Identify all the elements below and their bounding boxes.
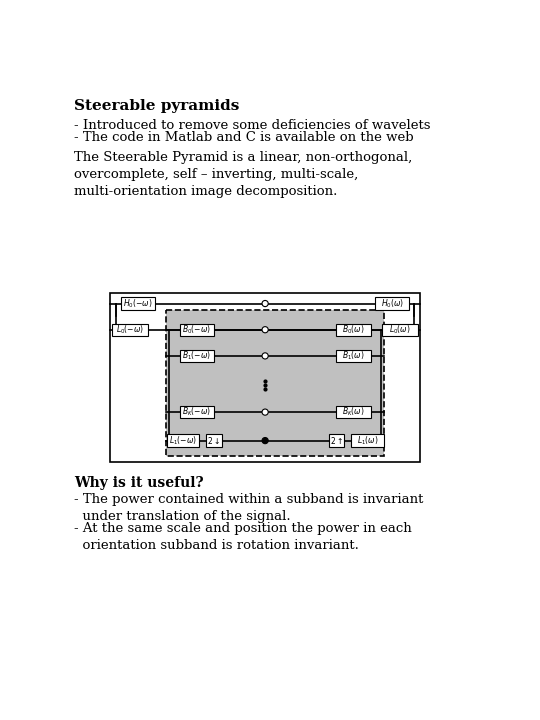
FancyBboxPatch shape: [382, 323, 418, 336]
FancyBboxPatch shape: [121, 297, 155, 310]
Circle shape: [262, 300, 268, 307]
FancyBboxPatch shape: [375, 297, 409, 310]
Text: $L_1(\omega)$: $L_1(\omega)$: [356, 434, 378, 447]
Text: $B_0(-\omega)$: $B_0(-\omega)$: [183, 323, 211, 336]
FancyBboxPatch shape: [180, 323, 214, 336]
Text: Steerable pyramids: Steerable pyramids: [73, 99, 239, 113]
FancyBboxPatch shape: [329, 434, 344, 446]
FancyBboxPatch shape: [166, 310, 384, 456]
Text: Why is it useful?: Why is it useful?: [73, 476, 204, 490]
Text: $B_K(\omega)$: $B_K(\omega)$: [342, 406, 365, 418]
FancyBboxPatch shape: [167, 434, 199, 446]
Text: - At the same scale and position the power in each
  orientation subband is rota: - At the same scale and position the pow…: [73, 522, 411, 552]
Circle shape: [262, 438, 268, 444]
FancyBboxPatch shape: [180, 350, 214, 362]
Text: - The power contained within a subband is invariant
  under translation of the s: - The power contained within a subband i…: [73, 493, 423, 523]
Text: - Introduced to remove some deficiencies of wavelets: - Introduced to remove some deficiencies…: [73, 119, 430, 132]
FancyBboxPatch shape: [336, 323, 370, 336]
Text: - The code in Matlab and C is available on the web: - The code in Matlab and C is available …: [73, 131, 413, 144]
FancyBboxPatch shape: [336, 406, 370, 418]
Text: $L_1(-\omega)$: $L_1(-\omega)$: [169, 434, 197, 447]
FancyBboxPatch shape: [110, 293, 420, 462]
Text: The Steerable Pyramid is a linear, non-orthogonal,
overcomplete, self – invertin: The Steerable Pyramid is a linear, non-o…: [73, 151, 412, 198]
FancyBboxPatch shape: [206, 434, 222, 446]
Text: $B_1(\omega)$: $B_1(\omega)$: [342, 350, 365, 362]
Text: $L_0(-\omega)$: $L_0(-\omega)$: [116, 323, 144, 336]
Text: $2\uparrow$: $2\uparrow$: [330, 435, 343, 446]
Text: $2\downarrow$: $2\downarrow$: [207, 435, 220, 446]
Circle shape: [262, 327, 268, 333]
Text: $B_K(-\omega)$: $B_K(-\omega)$: [183, 406, 212, 418]
Text: $B_1(-\omega)$: $B_1(-\omega)$: [183, 350, 211, 362]
FancyBboxPatch shape: [351, 434, 384, 446]
FancyBboxPatch shape: [180, 406, 214, 418]
Text: $B_0(\omega)$: $B_0(\omega)$: [342, 323, 365, 336]
Circle shape: [262, 409, 268, 415]
Text: $L_0(\omega)$: $L_0(\omega)$: [389, 323, 411, 336]
Text: $H_0(-\omega)$: $H_0(-\omega)$: [123, 297, 153, 310]
Text: $H_0(\omega)$: $H_0(\omega)$: [381, 297, 404, 310]
Circle shape: [262, 353, 268, 359]
FancyBboxPatch shape: [336, 350, 370, 362]
FancyBboxPatch shape: [112, 323, 148, 336]
